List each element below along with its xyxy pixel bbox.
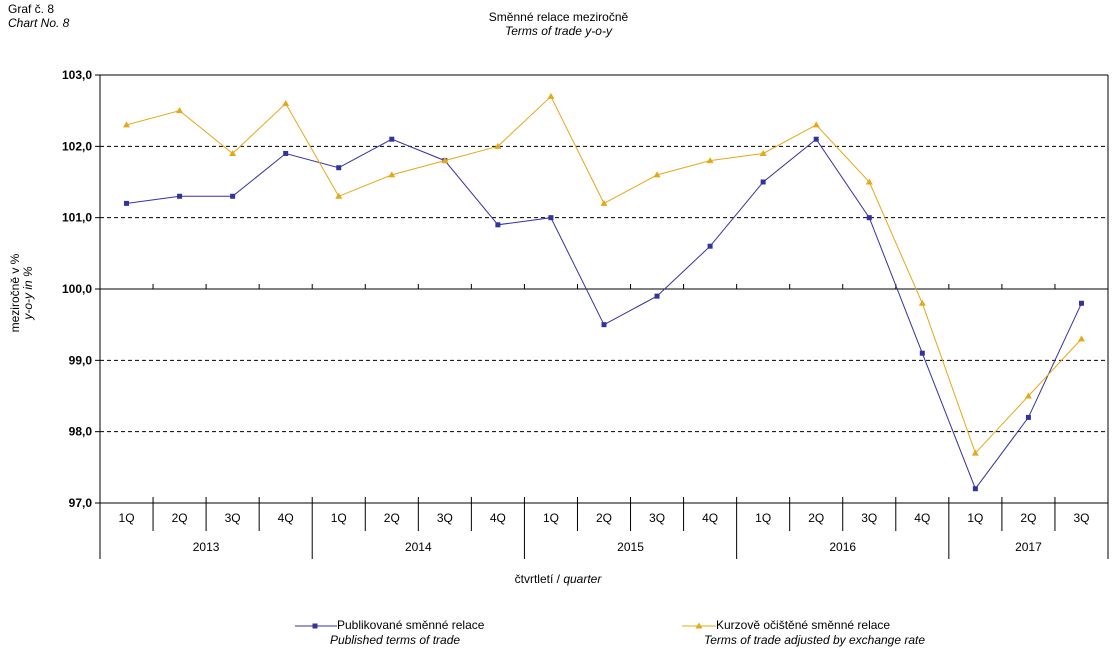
data-point-published [972,486,978,492]
x-tick-label: 2Q [596,511,612,525]
y-tick-label: 101,0 [62,211,92,225]
data-point-adjusted [1077,335,1085,342]
legend-published-label: Publikované směnné relace [337,618,485,632]
x-tick-label: 2Q [172,511,188,525]
chart-number: Graf č. 8 Chart No. 8 [8,2,69,30]
legend-adjusted-label-en: Terms of trade adjusted by exchange rate [704,633,926,647]
data-point-adjusted [176,107,184,114]
data-point-published [124,200,130,206]
data-point-adjusted [1024,392,1032,399]
chart-title: Směnné relace meziročně Terms of trade y… [0,10,1117,38]
data-point-published [548,215,554,221]
legend-adjusted-label: Kurzově očištěné směnné relace [716,618,891,632]
data-point-published [177,193,183,199]
legend-published: Publikované směnné relace Published term… [295,618,484,648]
y-tick-label: 103,0 [62,68,92,82]
year-label: 2014 [405,540,432,554]
data-point-adjusted [918,299,926,306]
x-tick-label: 1Q [543,511,559,525]
data-point-adjusted [759,149,767,156]
year-label: 2015 [617,540,644,554]
year-label: 2017 [1015,540,1042,554]
data-point-published [495,222,501,228]
data-point-published [654,293,660,299]
y-tick-label: 98,0 [69,425,93,439]
x-tick-label: 3Q [1073,511,1089,525]
x-tick-label: 4Q [914,511,930,525]
x-tick-label: 1Q [967,511,983,525]
legend-published-label-en: Published terms of trade [330,633,461,647]
chart-number-cz: Graf č. 8 [8,2,55,16]
y-tick-label: 99,0 [69,353,93,367]
y-tick-label: 102,0 [62,139,92,153]
x-tick-label: 2Q [1020,511,1036,525]
x-tick-label: 4Q [490,511,506,525]
data-point-adjusted [653,171,661,178]
x-tick-label: 3Q [437,511,453,525]
data-point-published [601,322,607,328]
x-tick-label: 2Q [384,511,400,525]
data-point-published [866,215,872,221]
y-tick-label: 100,0 [62,282,92,296]
x-tick-label: 1Q [331,511,347,525]
legend-adjusted-marker [682,622,716,628]
x-tick-label: 2Q [808,511,824,525]
data-point-adjusted [494,142,502,149]
chart-title-en: Terms of trade y-o-y [505,24,612,38]
data-point-adjusted [812,121,820,128]
data-point-published [1078,300,1084,306]
data-point-adjusted [229,149,237,156]
x-tick-label: 1Q [755,511,771,525]
data-point-adjusted [123,121,131,128]
data-point-adjusted [971,449,979,456]
x-tick-label: 3Q [861,511,877,525]
year-label: 2016 [829,540,856,554]
chart-title-cz: Směnné relace meziročně [488,10,629,24]
series-line-2 [126,95,1082,455]
data-point-adjusted [282,100,290,107]
year-label: 2013 [193,540,220,554]
y-tick-label: 97,0 [69,496,93,510]
x-axis-label: čtvrtletí / quarter [515,572,603,586]
legend-published-marker [295,623,337,628]
x-tick-label: 3Q [225,511,241,525]
legend-adjusted: Kurzově očištěné směnné relace Terms of … [682,618,925,648]
data-point-published [919,350,925,356]
data-point-published [1025,414,1031,420]
data-point-published [336,165,342,171]
data-point-published [283,150,289,156]
data-point-adjusted [388,171,396,178]
x-tick-label: 4Q [702,511,718,525]
x-tick-label: 3Q [649,511,665,525]
data-point-published [760,179,766,185]
chart-number-en: Chart No. 8 [8,16,70,30]
series-line-1 [126,138,1082,490]
data-point-adjusted [600,199,608,206]
data-point-adjusted [547,92,555,99]
data-point-published [389,136,395,142]
data-point-adjusted [335,192,343,199]
data-point-published [707,243,713,249]
data-point-published [813,136,819,142]
x-tick-label: 1Q [119,511,135,525]
data-point-published [230,193,236,199]
data-point-adjusted [706,157,714,164]
data-point-adjusted [865,178,873,185]
data-point-adjusted [441,157,449,164]
x-tick-label: 4Q [278,511,294,525]
